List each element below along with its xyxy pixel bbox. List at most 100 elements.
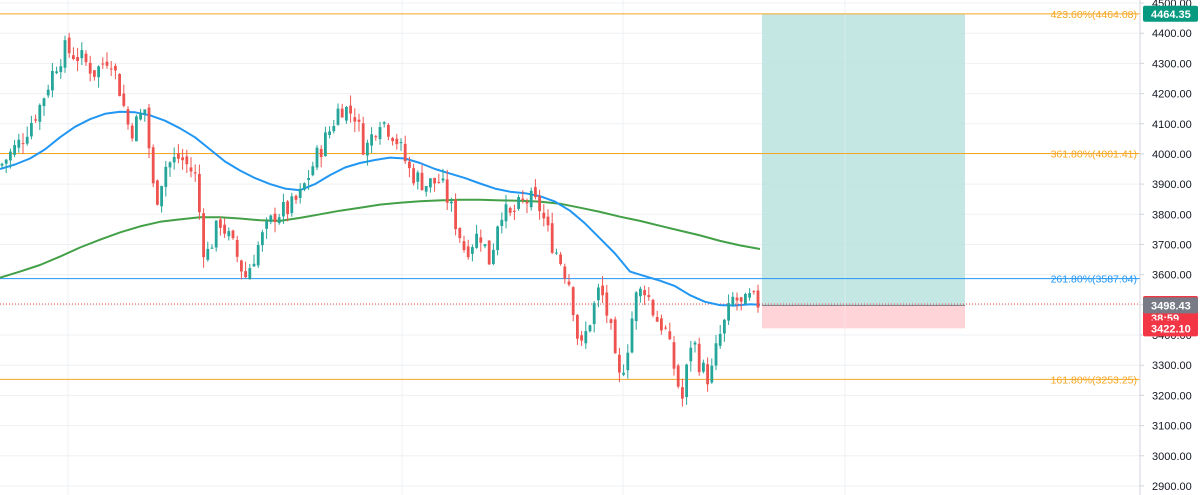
- candle-body: [748, 293, 751, 298]
- candle-body: [752, 291, 756, 293]
- candle-body: [130, 125, 134, 139]
- candle-body: [584, 331, 588, 344]
- grid: [0, 0, 1140, 495]
- candle-body: [328, 131, 331, 135]
- candle-body: [126, 109, 130, 125]
- y-tick-label-1: 4400.00: [1152, 28, 1192, 40]
- candle-body: [109, 68, 113, 70]
- price-badge-0: [1143, 5, 1198, 22]
- candle-body: [525, 201, 529, 204]
- candle-body: [424, 186, 428, 192]
- candle-body: [156, 180, 159, 205]
- candle-body: [618, 354, 621, 373]
- candle-body: [555, 252, 558, 254]
- fib-label-0: 423.60%(4464.08): [1051, 9, 1137, 21]
- candle-body: [143, 109, 147, 114]
- candle-body: [710, 365, 714, 383]
- candle-body: [97, 66, 100, 78]
- fib-levels: 423.60%(4464.08) 361.80%(4001.41) 261.80%(…: [0, 9, 1140, 386]
- fib-label-2: 261.80%(3587.04): [1051, 274, 1137, 286]
- candle-body: [487, 240, 491, 265]
- candle-body: [315, 147, 319, 168]
- candle-body: [105, 61, 109, 66]
- candle-body: [38, 105, 42, 122]
- candle-body: [353, 117, 357, 122]
- candle-body: [286, 201, 289, 214]
- candle-body: [676, 365, 680, 387]
- candle-body: [601, 285, 604, 296]
- candle-body: [273, 213, 277, 222]
- candle-body: [429, 178, 432, 188]
- candle-body: [697, 343, 701, 373]
- price-axis-bg: [1140, 0, 1200, 495]
- candle-body: [139, 113, 142, 120]
- candle-body: [307, 178, 310, 180]
- candle-body: [613, 319, 617, 354]
- candle-body: [298, 188, 302, 198]
- candle-body: [269, 215, 273, 222]
- candle-body: [370, 134, 373, 146]
- candle-body: [542, 212, 546, 219]
- y-tick-label-7: 3800.00: [1152, 209, 1192, 221]
- candle-body: [185, 156, 189, 165]
- candle-body: [345, 107, 348, 121]
- candle-body: [349, 105, 352, 114]
- candle-body: [756, 290, 760, 308]
- candle-body: [634, 292, 638, 322]
- price-axis[interactable]: 4500.00 4400.00 4300.00 4200.00 4100.00 4000.…: [1139, 0, 1200, 495]
- candle-body: [739, 297, 743, 302]
- candle-body: [244, 271, 247, 278]
- candle-body: [639, 288, 642, 297]
- candle-body: [441, 178, 445, 181]
- candle-body: [294, 195, 298, 200]
- candle-body: [235, 240, 239, 257]
- candle-body: [420, 172, 424, 191]
- candle-body: [114, 65, 117, 71]
- candle-body: [643, 290, 646, 296]
- candle-body: [4, 159, 8, 164]
- candle-body: [336, 108, 340, 125]
- candle-body: [471, 247, 474, 254]
- candle-body: [508, 207, 512, 213]
- candle-body: [357, 119, 361, 122]
- y-tick-label-15: 3000.00: [1152, 451, 1192, 463]
- candle-body: [122, 93, 126, 106]
- candle-body: [408, 161, 411, 169]
- candle-body: [727, 303, 730, 321]
- candle-body: [538, 195, 541, 212]
- candle-body: [261, 232, 264, 246]
- candle-body: [412, 168, 415, 184]
- candle-body: [277, 217, 281, 224]
- candle-body: [303, 183, 306, 190]
- candle-body: [445, 179, 449, 203]
- candle-body: [651, 299, 655, 316]
- price-badge-3: [1143, 320, 1198, 337]
- candle-body: [118, 74, 121, 97]
- candle-body: [576, 314, 579, 339]
- candle-body: [609, 319, 613, 323]
- candle-body: [282, 202, 285, 217]
- candle-body: [42, 98, 46, 107]
- candle-body: [240, 260, 243, 272]
- candle-body: [597, 287, 600, 301]
- candle-body: [672, 342, 676, 369]
- y-tick-label-0: 4500.00: [1152, 0, 1192, 10]
- candle-body: [466, 246, 470, 258]
- ma-slow-line: [0, 198, 761, 279]
- y-tick-label-14: 3100.00: [1152, 421, 1192, 433]
- candle-body: [177, 153, 180, 159]
- candle-body: [332, 126, 336, 132]
- candle-body: [227, 231, 231, 237]
- candle-body: [21, 143, 25, 145]
- candle-body: [72, 55, 75, 59]
- candle-body: [189, 167, 193, 172]
- candle-body: [668, 331, 672, 340]
- candle-body: [214, 220, 218, 248]
- candle-body: [67, 37, 71, 54]
- candle-body: [13, 145, 16, 155]
- y-tick-label-4: 4100.00: [1152, 119, 1192, 131]
- candle-body: [718, 333, 722, 346]
- candle-body: [202, 213, 205, 258]
- position-zones: [762, 13, 965, 329]
